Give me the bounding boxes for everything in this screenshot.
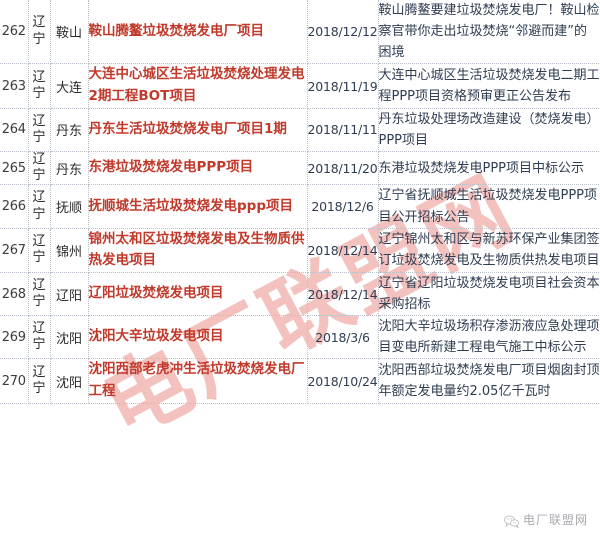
row-province-cell: 辽宁 [28, 358, 51, 405]
row-description-cell: 丹东垃圾处理场改造建设（焚烧发电）PPP项目 [378, 108, 600, 152]
row-description-cell: 沈阳西部垃圾焚烧发电厂项目烟囱封顶年额定发电量约2.05亿千瓦时 [378, 358, 600, 405]
row-date-cell: 2018/12/14 [307, 272, 379, 317]
row-date-cell: 2018/11/20 [307, 151, 379, 186]
row-project-cell: 辽阳垃圾焚烧发电项目 [88, 272, 308, 317]
row-index-cell: 266 [0, 184, 29, 229]
wechat-icon [504, 513, 519, 529]
row-description-cell: 沈阳大辛垃圾场积存渗沥液应急处理项目变电所新建工程电气施工中标公示 [378, 315, 600, 360]
row-description-cell: 大连中心城区生活垃圾焚烧发电二期工程PPP项目资格预审更正公告发布 [378, 63, 600, 109]
row-city-cell: 丹东 [50, 151, 89, 186]
table-row: 263 辽宁 大连 大连中心城区生活垃圾焚烧处理发电2期工程BOT项目 2018/11/… [0, 63, 600, 109]
row-province-cell: 辽宁 [28, 184, 51, 229]
row-project-cell: 大连中心城区生活垃圾焚烧处理发电2期工程BOT项目 [88, 63, 308, 109]
row-city-cell: 沈阳 [50, 315, 89, 360]
row-date-cell: 2018/11/11 [307, 108, 379, 152]
row-description-cell: 辽宁省抚顺城生活垃圾焚烧发电PPP项目公开招标公告 [378, 184, 600, 229]
row-index-cell: 270 [0, 358, 29, 405]
row-project-cell: 沈阳西部老虎冲生活垃圾焚烧发电厂工程 [88, 358, 308, 405]
row-date-cell: 2018/12/14 [307, 228, 379, 274]
row-index-cell: 263 [0, 63, 29, 109]
row-city-cell: 沈阳 [50, 358, 89, 405]
row-province-cell: 辽宁 [28, 108, 51, 152]
row-index-cell: 265 [0, 151, 29, 186]
row-index-cell: 262 [0, 0, 29, 65]
table-row: 264 辽宁 丹东 丹东生活垃圾焚烧发电厂项目1期 2018/11/11 丹东垃圾处理场改… [0, 108, 600, 152]
row-project-cell: 鞍山腾鳌垃圾焚烧发电厂项目 [88, 0, 308, 65]
row-city-cell: 锦州 [50, 228, 89, 274]
table-row: 270 辽宁 沈阳 沈阳西部老虎冲生活垃圾焚烧发电厂工程 2018/10/24 沈阳西部垃… [0, 358, 600, 405]
table-row: 266 辽宁 抚顺 抚顺城生活垃圾焚烧发电ppp项目 2018/12/6 辽宁省抚顺城生活… [0, 184, 600, 229]
row-date-cell: 2018/10/24 [307, 358, 379, 405]
project-table: 262 辽宁 鞍山 鞍山腾鳌垃圾焚烧发电厂项目 2018/12/12 鞍山腾鳌要建垃圾焚烧… [0, 0, 600, 405]
row-date-cell: 2018/12/12 [307, 0, 379, 65]
table-row: 269 辽宁 沈阳 沈阳大辛垃圾发电项目 2018/3/6 沈阳大辛垃圾场积存渗沥液应急处… [0, 315, 600, 360]
row-description-cell: 辽宁省辽阳垃圾焚烧发电项目社会资本采购招标 [378, 272, 600, 317]
row-city-cell: 辽阳 [50, 272, 89, 317]
row-index-cell: 264 [0, 108, 29, 152]
table-row: 262 辽宁 鞍山 鞍山腾鳌垃圾焚烧发电厂项目 2018/12/12 鞍山腾鳌要建垃圾焚烧… [0, 0, 600, 65]
row-description-cell: 辽宁锦州太和区与新苏环保产业集团签订垃圾焚烧发电及生物质供热发电项目 [378, 228, 600, 274]
row-province-cell: 辽宁 [28, 151, 51, 186]
row-city-cell: 丹东 [50, 108, 89, 152]
table-row: 265 辽宁 丹东 东港垃圾焚烧发电PPP项目 2018/11/20 东港垃圾焚烧发电PP… [0, 151, 600, 186]
row-description-cell: 东港垃圾焚烧发电PPP项目中标公示 [378, 151, 600, 186]
row-city-cell: 鞍山 [50, 0, 89, 65]
row-index-cell: 268 [0, 272, 29, 317]
wechat-watermark: 电厂联盟网 [504, 511, 588, 529]
row-city-cell: 大连 [50, 63, 89, 109]
row-province-cell: 辽宁 [28, 315, 51, 360]
row-date-cell: 2018/12/6 [307, 184, 379, 229]
row-province-cell: 辽宁 [28, 0, 51, 65]
row-project-cell: 抚顺城生活垃圾焚烧发电ppp项目 [88, 184, 308, 229]
row-description-cell: 鞍山腾鳌要建垃圾焚烧发电厂！鞍山检察官带你走出垃圾焚烧“邻避而建”的困境 [378, 0, 600, 65]
table-row: 267 辽宁 锦州 锦州太和区垃圾焚烧发电及生物质供热发电项目 2018/12/14 辽宁… [0, 228, 600, 274]
row-project-cell: 锦州太和区垃圾焚烧发电及生物质供热发电项目 [88, 228, 308, 274]
wechat-watermark-label: 电厂联盟网 [522, 513, 588, 527]
row-city-cell: 抚顺 [50, 184, 89, 229]
row-province-cell: 辽宁 [28, 272, 51, 317]
row-index-cell: 267 [0, 228, 29, 274]
row-project-cell: 东港垃圾焚烧发电PPP项目 [88, 151, 308, 186]
row-project-cell: 丹东生活垃圾焚烧发电厂项目1期 [88, 108, 308, 152]
row-project-cell: 沈阳大辛垃圾发电项目 [88, 315, 308, 360]
project-table-body: 262 辽宁 鞍山 鞍山腾鳌垃圾焚烧发电厂项目 2018/12/12 鞍山腾鳌要建垃圾焚烧… [0, 0, 600, 405]
table-row: 268 辽宁 辽阳 辽阳垃圾焚烧发电项目 2018/12/14 辽宁省辽阳垃圾焚烧发电项目… [0, 272, 600, 317]
row-date-cell: 2018/11/19 [307, 63, 379, 109]
row-province-cell: 辽宁 [28, 228, 51, 274]
row-index-cell: 269 [0, 315, 29, 360]
row-date-cell: 2018/3/6 [307, 315, 379, 360]
row-province-cell: 辽宁 [28, 63, 51, 109]
